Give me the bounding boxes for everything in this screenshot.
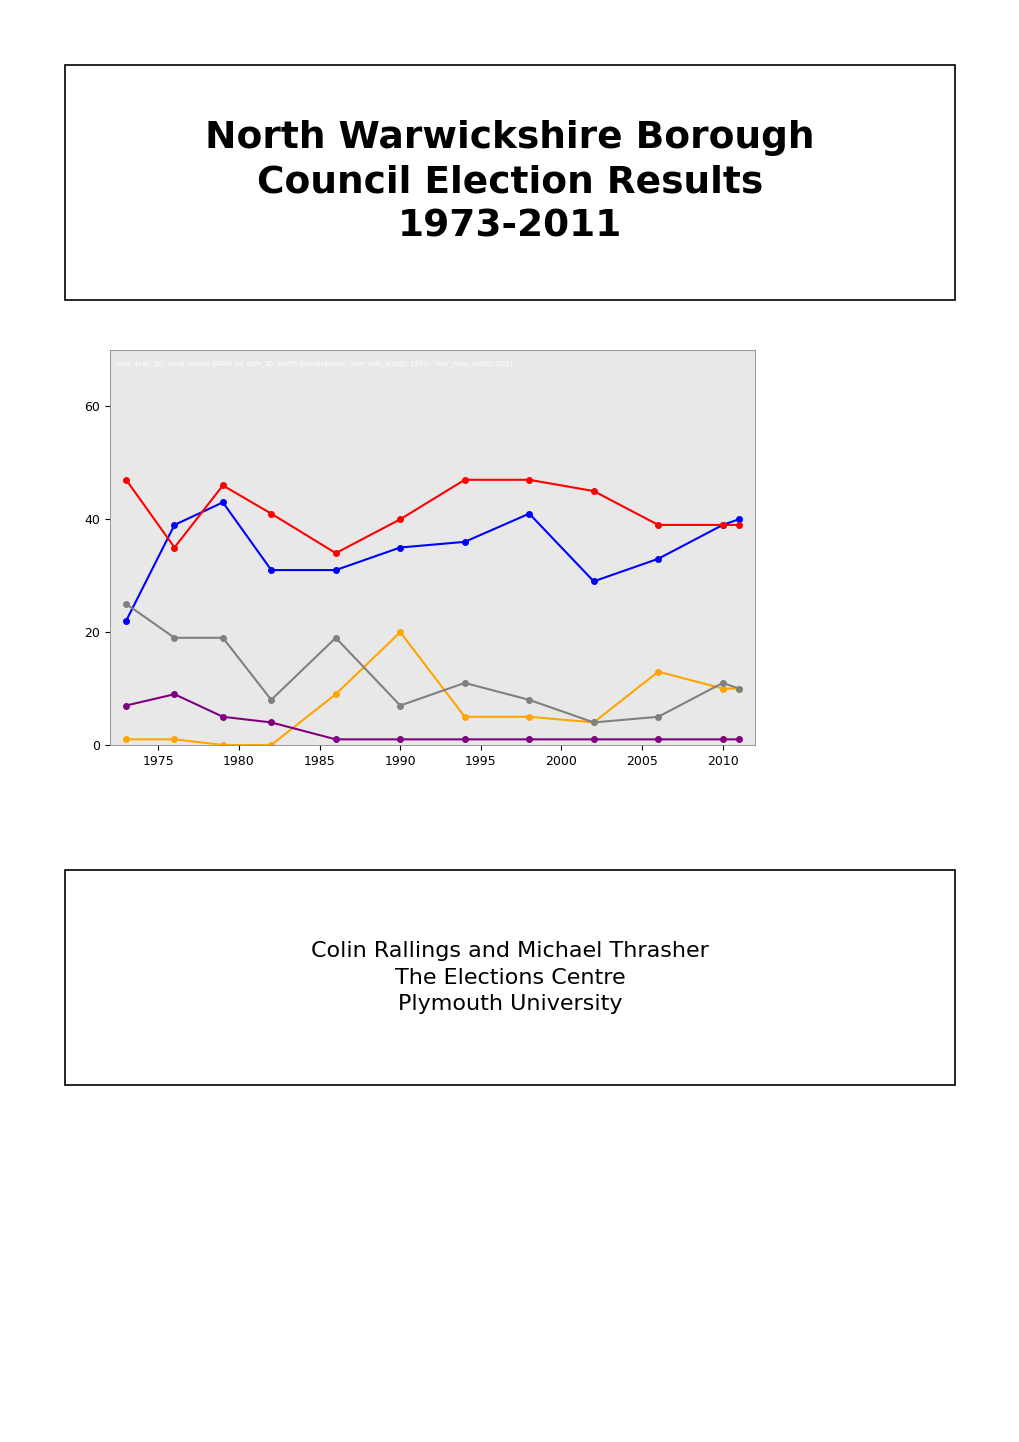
Oth [393,696,406,714]
Ind [217,708,229,725]
Lab [120,472,132,489]
Ind [651,731,663,748]
LD [393,623,406,640]
Con [329,561,341,578]
LD [651,663,663,681]
Oth [732,681,744,698]
Lab [265,505,277,522]
Con [523,505,535,522]
Ind [168,685,180,702]
Con [393,539,406,557]
Con [217,493,229,510]
Lab [732,516,744,534]
Con [716,516,729,534]
LD [732,681,744,698]
LD [716,681,729,698]
Lab [587,483,599,500]
Text: type 4cat: SD, most recent NAME for distr_ID: North Warwickshire, Year_min_distI: type 4cat: SD, most recent NAME for dist… [116,360,514,366]
Lab [523,472,535,489]
Ind [459,731,471,748]
Lab [393,510,406,528]
LD [587,714,599,731]
Line: Lab: Lab [123,477,741,557]
FancyBboxPatch shape [65,65,954,300]
LD [120,731,132,748]
Oth [265,691,277,708]
Lab [716,516,729,534]
Oth [459,675,471,692]
Oth [217,629,229,646]
Con [265,561,277,578]
Ind [265,714,277,731]
Oth [523,691,535,708]
Con [459,534,471,551]
Ind [587,731,599,748]
Oth [651,708,663,725]
Con [120,613,132,630]
LD [459,708,471,725]
Line: Ind: Ind [123,691,741,743]
Con [651,551,663,568]
LD [168,731,180,748]
Oth [587,714,599,731]
FancyBboxPatch shape [65,870,954,1084]
Line: Con: Con [123,499,741,623]
Lab [168,539,180,557]
Lab [329,545,341,562]
Con [168,516,180,534]
Ind [732,731,744,748]
Lab [651,516,663,534]
Ind [716,731,729,748]
Con [732,510,744,528]
Oth [120,596,132,613]
Lab [217,477,229,495]
Lab [459,472,471,489]
Con [587,572,599,590]
Line: Oth: Oth [123,601,741,725]
Line: LD: LD [123,629,741,748]
Text: Colin Rallings and Michael Thrasher
The Elections Centre
Plymouth University: Colin Rallings and Michael Thrasher The … [311,942,708,1014]
Ind [393,731,406,748]
Oth [716,675,729,692]
LD [265,737,277,754]
LD [329,685,341,702]
Ind [523,731,535,748]
Text: North Warwickshire Borough
Council Election Results
1973-2011: North Warwickshire Borough Council Elect… [205,120,814,245]
LD [217,737,229,754]
Ind [120,696,132,714]
Oth [329,629,341,646]
Oth [168,629,180,646]
LD [523,708,535,725]
Ind [329,731,341,748]
